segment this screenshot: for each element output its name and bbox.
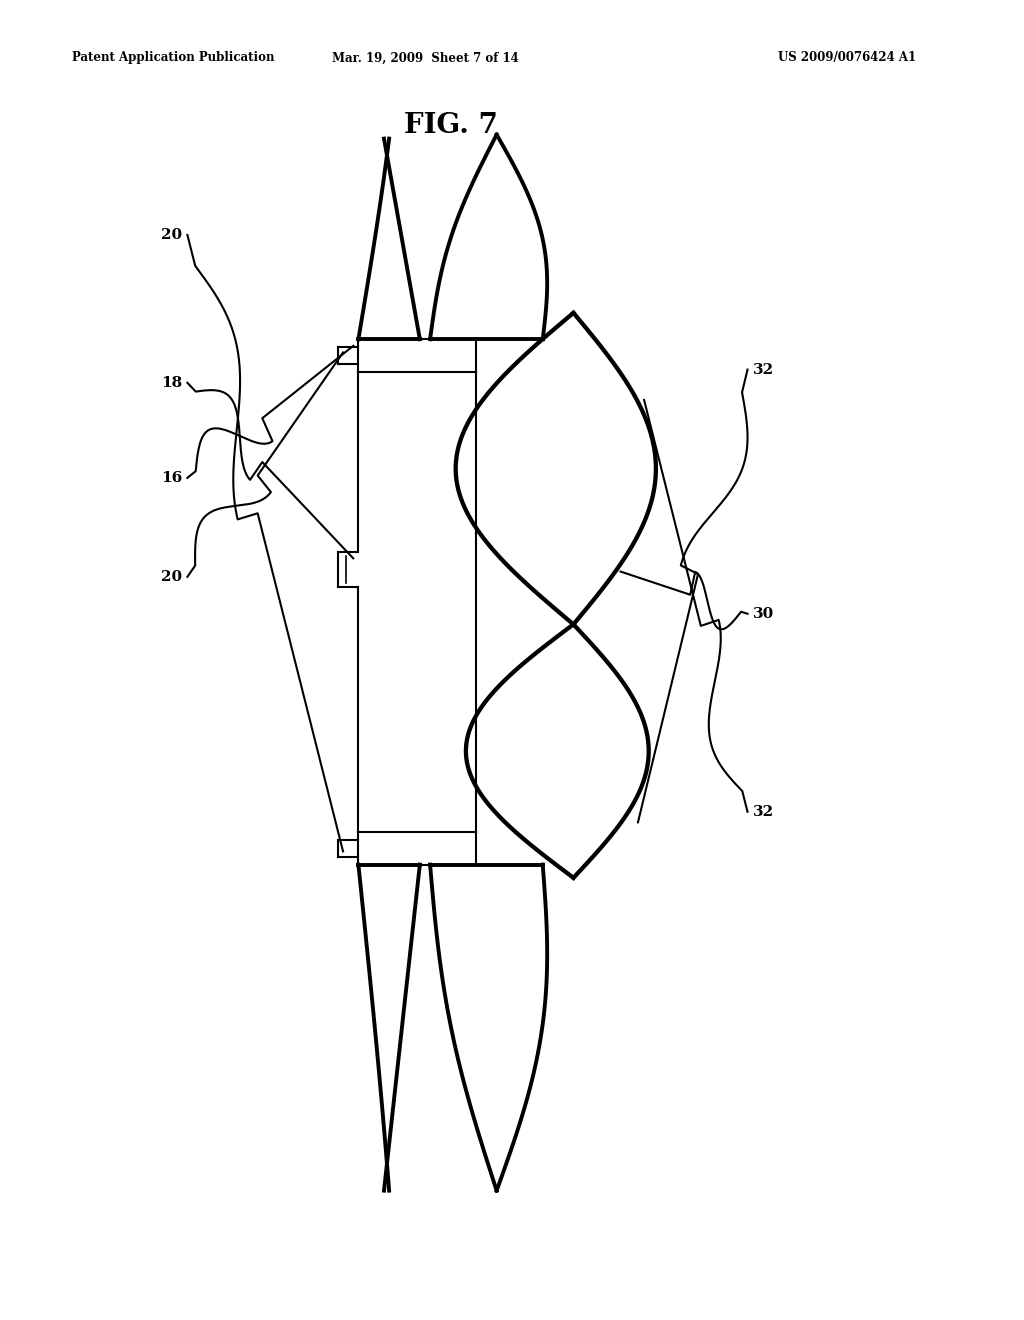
Text: 20: 20	[161, 570, 182, 583]
Text: 20: 20	[161, 228, 182, 242]
Text: 32: 32	[753, 363, 774, 376]
Text: Patent Application Publication: Patent Application Publication	[72, 51, 274, 65]
Text: FIG. 7: FIG. 7	[403, 112, 498, 139]
Text: 32: 32	[753, 805, 774, 818]
Text: US 2009/0076424 A1: US 2009/0076424 A1	[778, 51, 916, 65]
Text: Mar. 19, 2009  Sheet 7 of 14: Mar. 19, 2009 Sheet 7 of 14	[332, 51, 518, 65]
Text: 30: 30	[753, 607, 774, 620]
Text: 18: 18	[161, 376, 182, 389]
Text: 16: 16	[161, 471, 182, 484]
